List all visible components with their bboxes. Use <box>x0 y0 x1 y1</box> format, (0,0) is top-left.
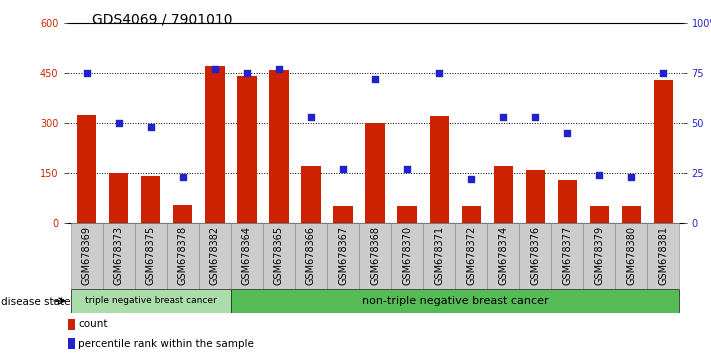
Text: GSM678366: GSM678366 <box>306 226 316 285</box>
Point <box>434 70 445 76</box>
Point <box>402 166 413 172</box>
Text: triple negative breast cancer: triple negative breast cancer <box>85 296 217 306</box>
Bar <box>199 223 231 289</box>
Bar <box>68 319 75 330</box>
Bar <box>77 115 97 223</box>
Point <box>466 176 477 182</box>
Text: GSM678382: GSM678382 <box>210 226 220 285</box>
Bar <box>429 116 449 223</box>
Bar <box>525 170 545 223</box>
Bar <box>391 223 423 289</box>
Bar <box>135 223 167 289</box>
Text: GSM678364: GSM678364 <box>242 226 252 285</box>
Point <box>241 70 252 76</box>
Bar <box>231 223 263 289</box>
Text: GSM678377: GSM678377 <box>562 226 572 285</box>
Point <box>658 70 669 76</box>
Text: GSM678370: GSM678370 <box>402 226 412 285</box>
Bar <box>359 223 391 289</box>
Text: GSM678374: GSM678374 <box>498 226 508 285</box>
Bar <box>301 166 321 223</box>
Point <box>209 66 220 72</box>
Text: GSM678381: GSM678381 <box>658 226 668 285</box>
Text: GDS4069 / 7901010: GDS4069 / 7901010 <box>92 12 233 27</box>
Bar <box>365 123 385 223</box>
Bar <box>493 166 513 223</box>
Text: GSM678369: GSM678369 <box>82 226 92 285</box>
Point <box>145 124 156 130</box>
Text: GSM678365: GSM678365 <box>274 226 284 285</box>
Text: percentile rank within the sample: percentile rank within the sample <box>78 339 254 349</box>
Text: GSM678375: GSM678375 <box>146 226 156 285</box>
Bar <box>455 223 487 289</box>
Bar <box>295 223 327 289</box>
Bar <box>167 223 199 289</box>
Bar <box>551 223 583 289</box>
Bar <box>173 205 193 223</box>
Bar <box>397 206 417 223</box>
Text: GSM678368: GSM678368 <box>370 226 380 285</box>
Bar <box>519 223 551 289</box>
Bar <box>647 223 679 289</box>
Bar <box>263 223 295 289</box>
Bar <box>269 70 289 223</box>
Point <box>177 174 188 180</box>
Text: GSM678371: GSM678371 <box>434 226 444 285</box>
Bar <box>109 173 129 223</box>
Text: GSM678373: GSM678373 <box>114 226 124 285</box>
Point <box>337 166 348 172</box>
Bar <box>68 338 75 349</box>
Bar <box>71 223 103 289</box>
Text: GSM678378: GSM678378 <box>178 226 188 285</box>
Text: GSM678376: GSM678376 <box>530 226 540 285</box>
Text: GSM678367: GSM678367 <box>338 226 348 285</box>
Point <box>498 114 509 120</box>
Bar <box>557 180 577 223</box>
Text: GSM678379: GSM678379 <box>594 226 604 285</box>
Bar <box>583 223 615 289</box>
Bar <box>103 223 135 289</box>
Text: GSM678372: GSM678372 <box>466 226 476 285</box>
Point <box>594 172 605 178</box>
Point <box>626 174 637 180</box>
Text: disease state: disease state <box>1 297 70 307</box>
Point <box>370 76 381 82</box>
Bar <box>621 206 641 223</box>
Point <box>81 70 92 76</box>
Bar <box>461 206 481 223</box>
Bar <box>589 206 609 223</box>
Point <box>273 66 284 72</box>
Bar <box>423 223 455 289</box>
Bar <box>653 80 673 223</box>
Point <box>113 120 124 126</box>
Text: non-triple negative breast cancer: non-triple negative breast cancer <box>362 296 548 306</box>
Text: GSM678380: GSM678380 <box>626 226 636 285</box>
Bar <box>333 206 353 223</box>
Point <box>305 114 316 120</box>
Text: count: count <box>78 319 107 330</box>
Bar <box>141 176 161 223</box>
Bar <box>71 289 231 313</box>
Bar <box>205 66 225 223</box>
Point <box>530 114 541 120</box>
Bar <box>237 76 257 223</box>
Point <box>562 130 573 136</box>
Bar <box>487 223 519 289</box>
Bar <box>615 223 647 289</box>
Bar <box>327 223 359 289</box>
Bar <box>231 289 679 313</box>
